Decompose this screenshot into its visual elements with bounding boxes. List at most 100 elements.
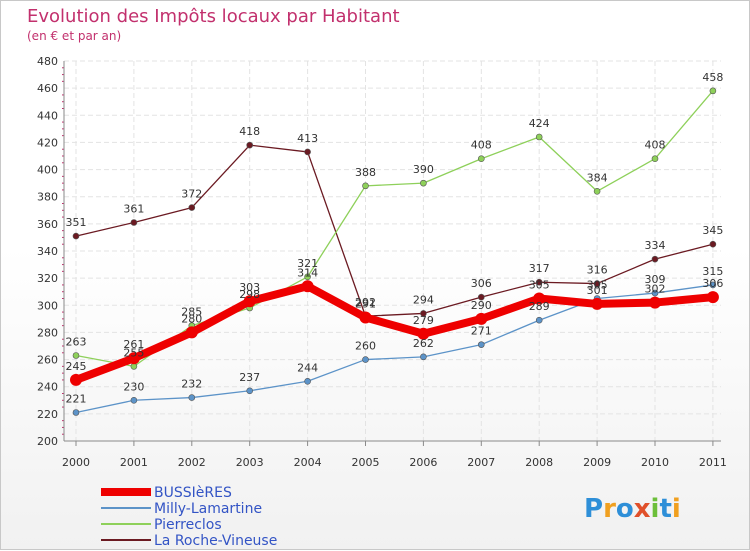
y-tick-label: 320 [37,272,58,285]
data-point-pierreclos [304,273,311,281]
y-tick-label: 480 [37,55,58,68]
data-label-la-roche-vineuse: 334 [645,239,666,252]
data-label-bussi-res: 314 [297,266,318,279]
data-label-la-roche-vineuse: 413 [297,132,318,145]
data-label-bussi-res: 279 [413,314,434,327]
y-tick-label: 460 [37,82,58,95]
data-label-la-roche-vineuse: 351 [66,216,87,229]
data-labels: 351 361 372 418 413 292 294 306 317 316 334 345 263 2… [66,71,724,406]
data-point-la-roche-vineuse [188,204,196,211]
y-tick-label: 240 [37,381,58,394]
logo-letter: o [616,494,634,524]
data-label-la-roche-vineuse: 294 [413,293,434,306]
x-tick-label: 2005 [352,456,380,469]
legend-label-bussi-res: BUSSIèRES [154,485,232,501]
data-point-bussi-res [359,311,372,324]
data-point-milly-lamartine [477,341,485,348]
legend-label-milly-lamartine: Milly-Lamartine [154,501,262,517]
data-point-pierreclos [651,155,659,163]
data-label-la-roche-vineuse: 372 [181,188,202,201]
data-label-milly-lamartine: 309 [645,273,666,286]
data-point-bussi-res [706,291,719,304]
data-label-pierreclos: 321 [297,257,318,270]
data-point-pierreclos [130,363,138,370]
data-point-bussi-res [185,326,198,339]
data-label-pierreclos: 388 [355,166,376,179]
data-point-milly-lamartine [246,387,253,395]
data-label-pierreclos: 263 [66,336,87,349]
data-label-milly-lamartine: 289 [529,300,550,313]
data-point-la-roche-vineuse [651,255,659,263]
y-tick-label: 360 [37,218,58,231]
data-label-milly-lamartine: 244 [297,361,318,374]
data-point-bussi-res [417,327,430,340]
data-point-milly-lamartine [362,356,369,363]
data-label-bussi-res: 290 [471,299,492,312]
x-tick-label: 2002 [178,456,206,469]
series-line-la-roche-vineuse [75,144,714,317]
data-point-pierreclos [593,187,601,195]
chart-title: Evolution des Impôts locaux par Habitant [27,6,400,27]
y-tick-label: 380 [37,191,58,204]
data-label-milly-lamartine: 260 [355,340,376,353]
data-label-milly-lamartine: 237 [239,371,260,384]
data-point-la-roche-vineuse [130,219,138,226]
y-tick-label: 340 [37,245,58,258]
data-point-milly-lamartine [420,353,427,361]
logo-letter: i [651,494,660,524]
x-tick-label: 2007 [467,456,495,469]
data-point-bussi-res [301,280,314,293]
legend-label-pierreclos: Pierreclos [154,517,222,533]
logo-letter: r [603,494,616,524]
data-point-bussi-res [591,297,604,310]
series-line-bussi-res [72,282,717,384]
data-point-bussi-res [475,312,488,325]
y-tick-label: 440 [37,109,58,122]
x-tick-label: 2008 [525,456,553,469]
data-point-milly-lamartine [651,289,659,297]
y-tick-label: 400 [37,164,58,177]
data-label-milly-lamartine: 271 [471,325,492,338]
data-point-la-roche-vineuse [593,280,601,287]
data-point-la-roche-vineuse [535,278,543,286]
data-label-milly-lamartine: 232 [181,378,202,391]
data-label-pierreclos: 298 [239,288,260,301]
data-point-pierreclos [535,133,543,141]
data-label-la-roche-vineuse: 306 [471,277,492,290]
data-label-la-roche-vineuse: 361 [123,203,144,216]
logo-text: Proxiti [584,494,681,524]
series-line-milly-lamartine [75,284,714,414]
legend-label-la-roche-vineuse: La Roche-Vineuse [154,533,277,549]
x-tick-label: 2003 [236,456,264,469]
data-label-pierreclos: 424 [529,117,550,130]
chart-subtitle: (en € et par an) [27,29,121,43]
x-tick-label: 2000 [62,456,90,469]
data-label-pierreclos: 408 [645,139,666,152]
data-label-bussi-res: 301 [587,284,608,297]
data-point-milly-lamartine [304,377,311,385]
data-label-bussi-res: 291 [355,298,376,311]
data-label-bussi-res: 280 [181,312,202,325]
data-label-la-roche-vineuse: 418 [239,125,260,138]
x-tick-label: 2006 [409,456,437,469]
data-label-pierreclos: 384 [587,171,608,184]
data-label-bussi-res: 245 [66,360,87,373]
data-label-la-roche-vineuse: 316 [587,264,608,277]
data-point-milly-lamartine [130,396,138,404]
x-tick-label: 2011 [699,456,727,469]
data-label-milly-lamartine: 230 [123,380,144,393]
data-label-bussi-res: 302 [645,283,666,296]
series-lines [70,87,719,416]
data-point-bussi-res [533,292,546,305]
x-tick-label: 2004 [294,456,322,469]
data-point-pierreclos [420,179,427,187]
data-label-bussi-res: 305 [529,279,550,292]
data-point-pierreclos [362,182,369,190]
x-tick-label: 2001 [120,456,148,469]
data-point-bussi-res [243,295,256,308]
logo-letter: i [672,494,681,524]
data-point-bussi-res [649,296,661,309]
